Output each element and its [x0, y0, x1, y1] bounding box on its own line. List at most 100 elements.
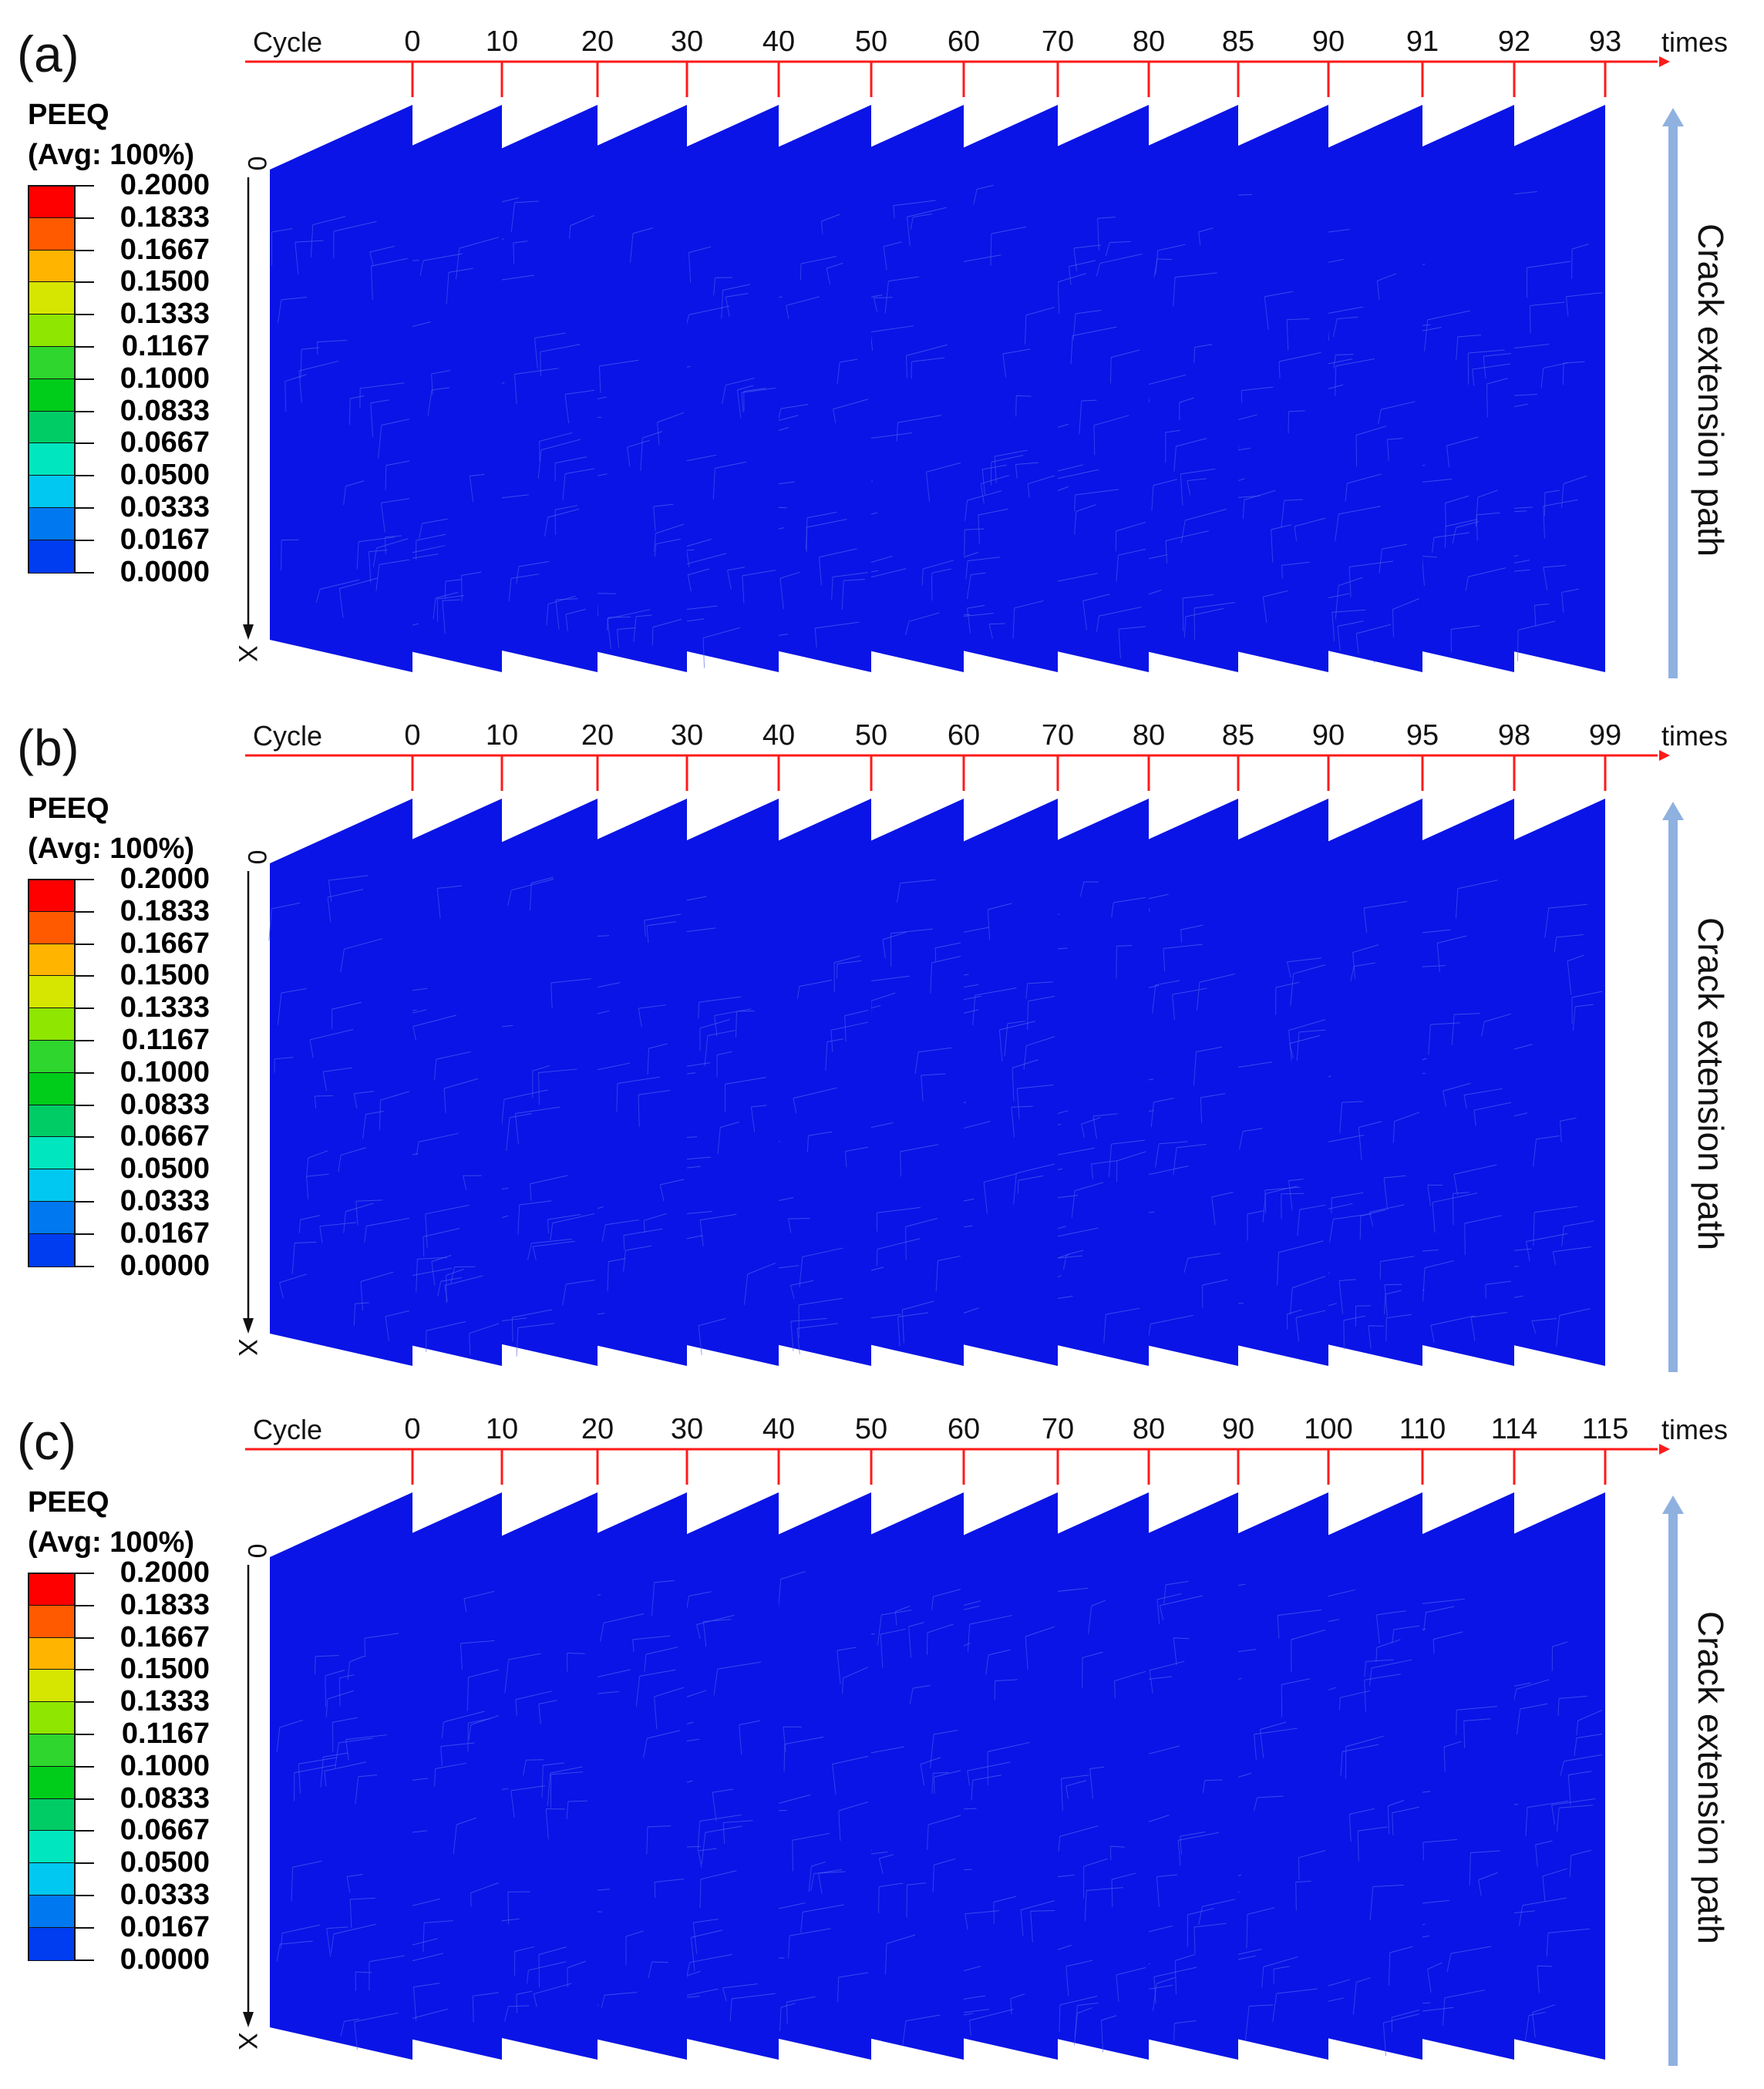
- legend-value: 0.1833: [76, 203, 210, 232]
- legend-value: 0.1000: [76, 1751, 210, 1781]
- legend-value: 0.1500: [76, 267, 210, 296]
- legend-value: 0.1333: [76, 1687, 210, 1716]
- legend-swatch: [28, 1927, 76, 1960]
- legend-value: 0.0833: [76, 1784, 210, 1813]
- cycle-label: 50: [855, 1418, 887, 1445]
- mesh-slice: [270, 105, 412, 672]
- legend-value: 0.0333: [76, 493, 210, 522]
- depth-axis-start: 0: [242, 850, 271, 865]
- timeline-start-label: Cycle: [253, 1414, 322, 1446]
- cycle-label: 40: [762, 725, 795, 752]
- cycle-label: 10: [486, 31, 518, 58]
- legend-swatch: [28, 1233, 76, 1267]
- legend-swatch: [28, 217, 76, 251]
- legend-swatch: [28, 1830, 76, 1863]
- cycle-label: 60: [948, 725, 980, 752]
- legend-title: PEEQ: [28, 100, 109, 130]
- legend-swatch: [28, 1201, 76, 1234]
- cycle-label: 0: [404, 31, 420, 58]
- timeline-start-label: Cycle: [253, 720, 322, 752]
- legend-subtitle: (Avg: 100%): [28, 140, 194, 170]
- legend-value: 0.1167: [76, 1025, 210, 1055]
- legend-value: 0.2000: [76, 864, 210, 893]
- cycle-label: 85: [1222, 725, 1254, 752]
- legend-value: 0.1500: [76, 960, 210, 990]
- cycle-label: 80: [1133, 725, 1165, 752]
- timeline-end-label: times: [1661, 26, 1728, 59]
- crack-path-arrowhead: [1662, 108, 1684, 126]
- legend-swatch: [28, 1862, 76, 1896]
- legend-value: 0.0500: [76, 1154, 210, 1183]
- depth-axis-arrowhead: [243, 1318, 254, 1334]
- cycle-label: 90: [1312, 725, 1345, 752]
- legend-value: 0.0667: [76, 1122, 210, 1151]
- cycle-label: 70: [1042, 31, 1074, 58]
- cycle-label: 50: [855, 31, 887, 58]
- legend-swatch: [28, 346, 76, 379]
- cycle-label: 40: [762, 1418, 795, 1445]
- legend-value: 0.1667: [76, 929, 210, 958]
- cycle-label: 30: [671, 31, 703, 58]
- depth-axis-start: 0: [242, 1544, 271, 1559]
- depth-axis-end: X: [233, 645, 262, 663]
- depth-axis-start: 0: [242, 156, 271, 171]
- legend-swatch: [28, 1105, 76, 1138]
- legend-swatch: [28, 1669, 76, 1702]
- mesh-slice: [270, 1492, 412, 2060]
- legend-value: 0.0667: [76, 1815, 210, 1845]
- cycle-label: 85: [1222, 31, 1254, 58]
- legend-value: 0.0667: [76, 428, 210, 457]
- legend-value: 0.0500: [76, 460, 210, 489]
- legend-value: 0.0167: [76, 525, 210, 554]
- cycle-label: 95: [1406, 725, 1439, 752]
- cycle-label: 10: [486, 1418, 518, 1445]
- legend-swatch: [28, 1766, 76, 1799]
- legend-swatch: [28, 879, 76, 912]
- cycle-label: 110: [1399, 1418, 1446, 1445]
- cycle-label: 40: [762, 31, 795, 58]
- cycle-label: 90: [1222, 1418, 1254, 1445]
- legend-value: 0.0167: [76, 1219, 210, 1248]
- legend-title: PEEQ: [28, 1488, 109, 1517]
- cycle-label: 30: [671, 725, 703, 752]
- legend-swatch: [28, 1605, 76, 1638]
- cycle-label: 93: [1589, 31, 1621, 58]
- legend-swatch: [28, 185, 76, 218]
- legend-value: 0.0500: [76, 1848, 210, 1877]
- legend-swatch: [28, 944, 76, 977]
- crack-path-label: Crack extension path: [1690, 1611, 1732, 1944]
- cycle-label: 70: [1042, 725, 1074, 752]
- legend-swatch: [28, 1007, 76, 1041]
- cycle-label: 99: [1589, 725, 1621, 752]
- crack-path-label: Crack extension path: [1690, 917, 1732, 1250]
- legend-value: 0.1167: [76, 331, 210, 361]
- legend-swatch: [28, 314, 76, 347]
- cycle-label: 0: [404, 725, 420, 752]
- legend-swatch: [28, 1895, 76, 1928]
- cycle-label: 92: [1498, 31, 1530, 58]
- legend-subtitle: (Avg: 100%): [28, 1528, 194, 1557]
- cycle-label: 114: [1491, 1418, 1538, 1445]
- crack-path-label: Crack extension path: [1690, 224, 1732, 557]
- cycle-label: 115: [1582, 1418, 1629, 1445]
- legend-swatch: [28, 975, 76, 1008]
- crack-path-arrowhead: [1662, 802, 1684, 820]
- legend-swatch: [28, 1072, 76, 1105]
- legend-value: 0.2000: [76, 1558, 210, 1587]
- cycle-label: 20: [581, 31, 614, 58]
- legend-swatch: [28, 1734, 76, 1767]
- legend-swatch: [28, 475, 76, 508]
- mesh-slice: [269, 799, 412, 1366]
- legend-swatch: [28, 1136, 76, 1169]
- legend-value: 0.1333: [76, 299, 210, 328]
- legend-swatch: [28, 1701, 76, 1734]
- legend-title: PEEQ: [28, 794, 109, 823]
- legend-value: 0.2000: [76, 170, 210, 200]
- legend-value: 0.0000: [76, 1945, 210, 1974]
- legend-swatch: [28, 507, 76, 540]
- legend-swatch: [28, 281, 76, 315]
- legend-value: 0.0333: [76, 1880, 210, 1909]
